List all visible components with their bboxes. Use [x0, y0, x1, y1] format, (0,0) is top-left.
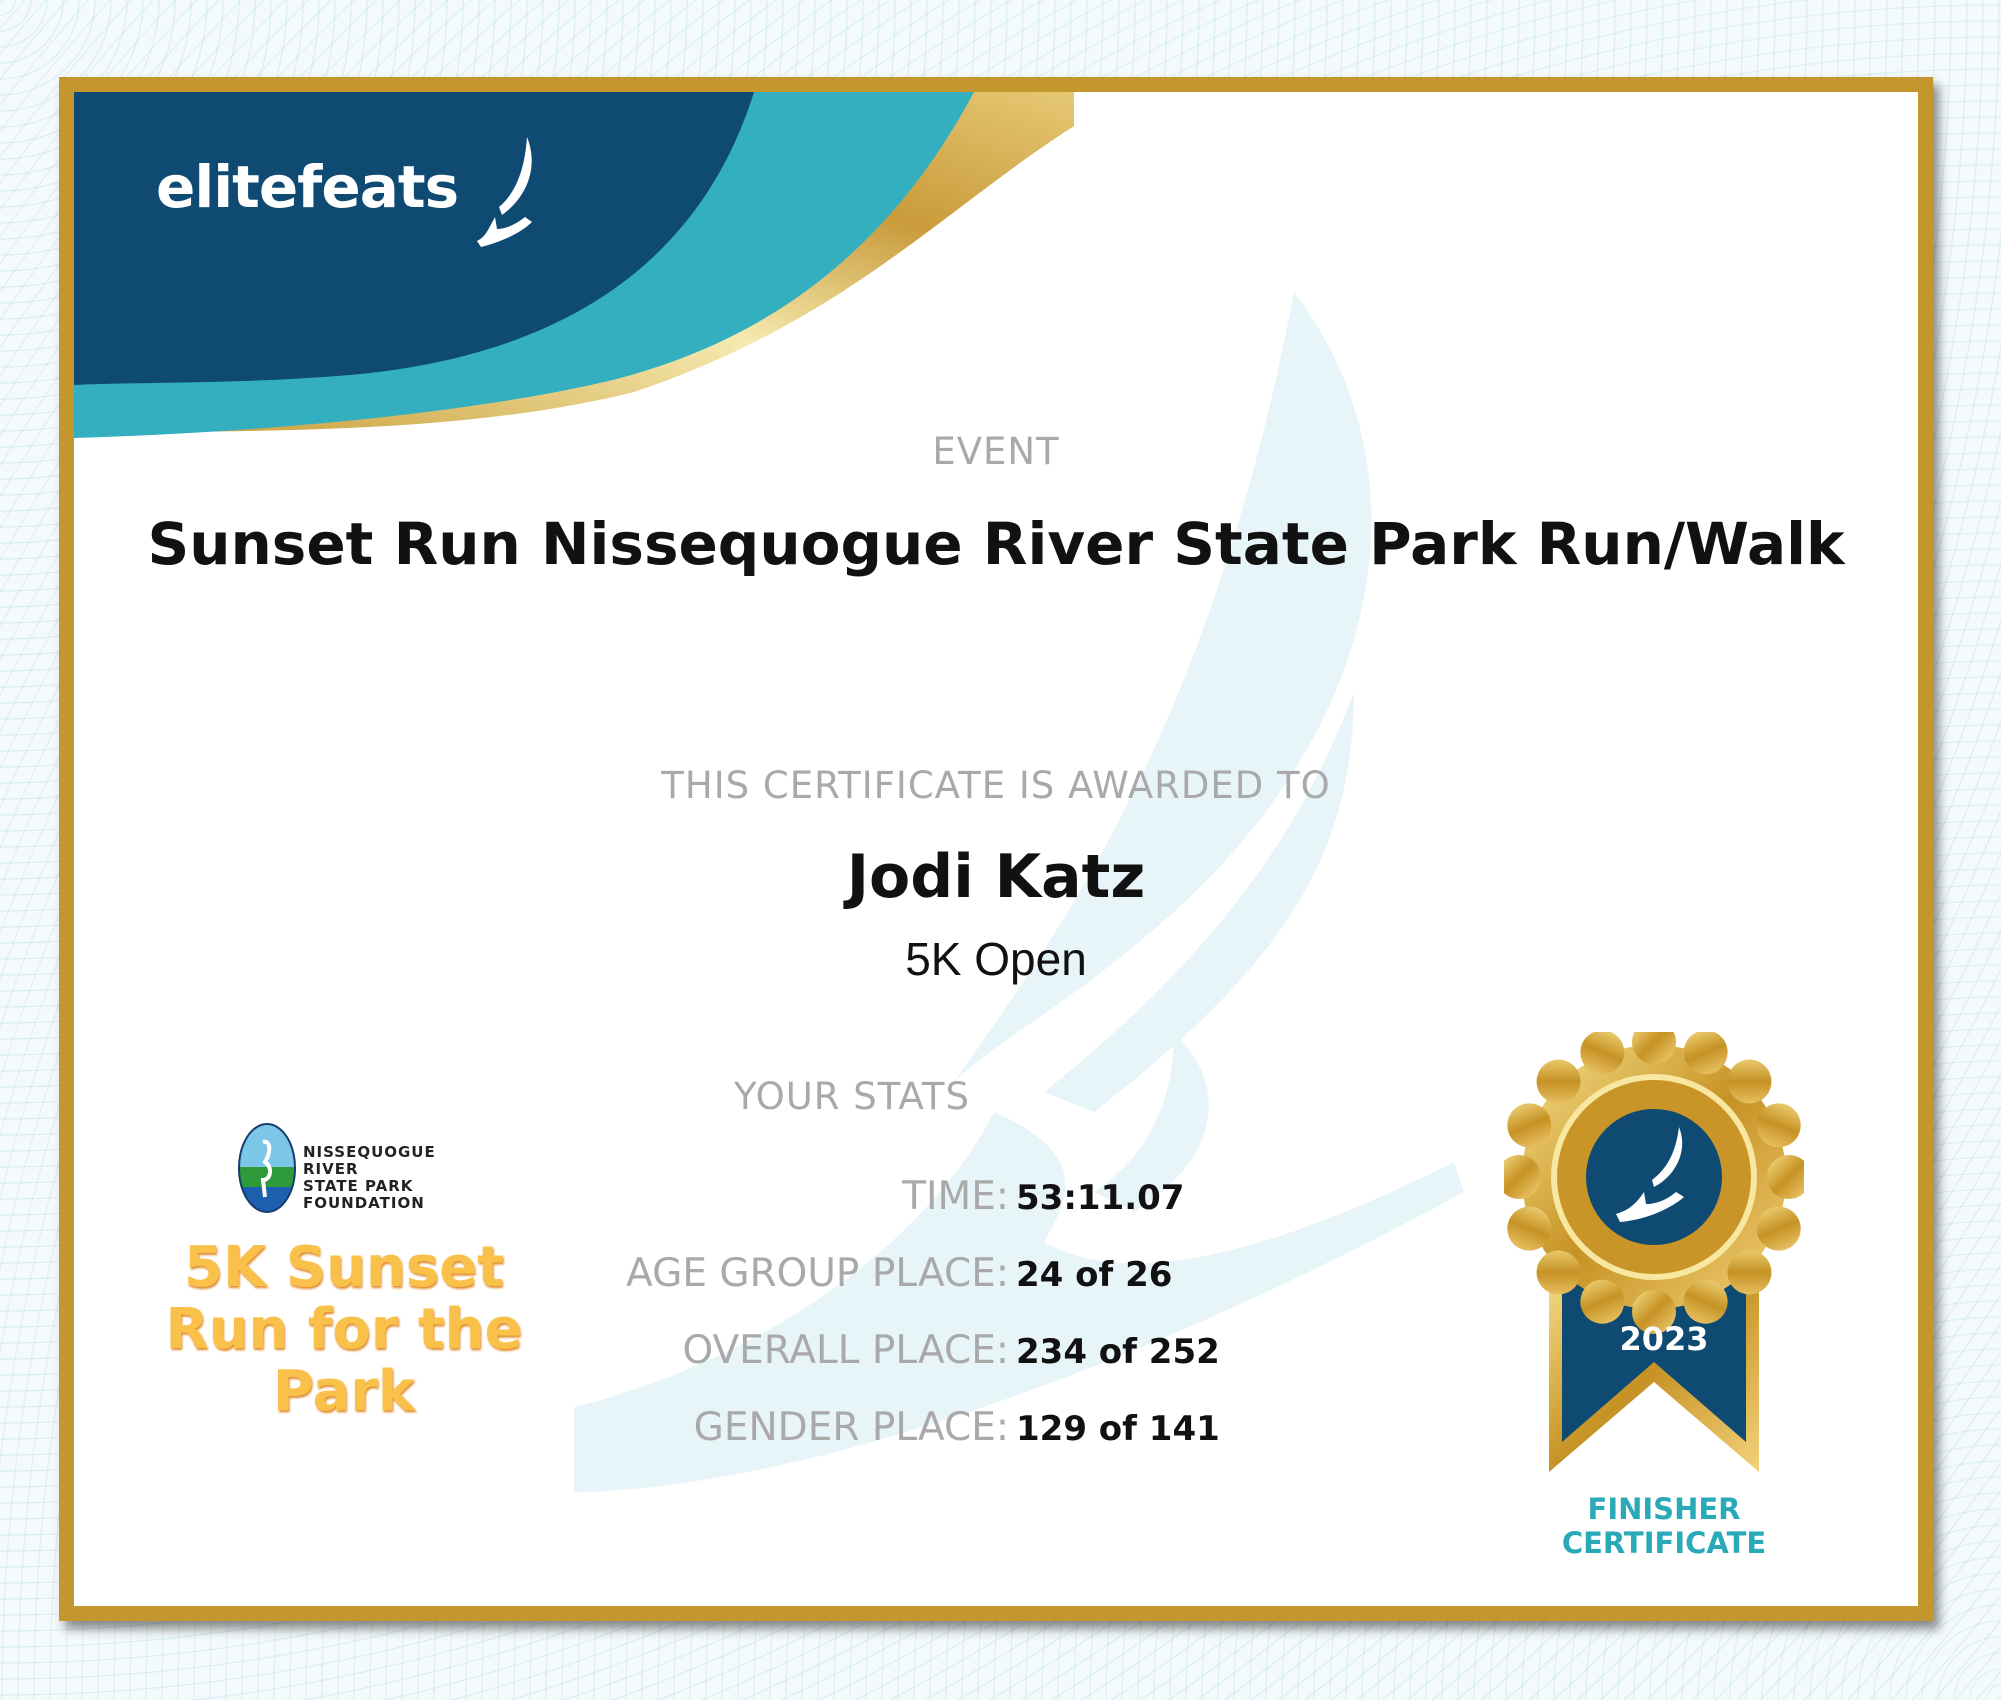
stat-label: GENDER PLACE:	[693, 1405, 1009, 1450]
stat-label: TIME:	[902, 1174, 1009, 1219]
badge-caption-line: FINISHER	[1587, 1492, 1741, 1526]
stat-row-overall: OVERALL PLACE: 234 of 252	[74, 1328, 1918, 1378]
division: 5K Open	[905, 933, 1087, 985]
foundation-line: RIVER	[303, 1160, 359, 1178]
event-label: EVENT	[932, 430, 1060, 473]
stat-value: 24 of 26	[1016, 1255, 1173, 1295]
finisher-medal-badge	[1504, 1032, 1804, 1472]
heron-emblem-icon	[238, 1123, 296, 1213]
badge-caption: FINISHER CERTIFICATE	[1544, 1492, 1784, 1560]
race-logo-text: 5K Sunset Run for the Park	[165, 1235, 523, 1424]
winged-foot-watermark	[574, 292, 1464, 1493]
foundation-logo: NISSEQUOGUE RIVER STATE PARK FOUNDATION	[237, 1122, 597, 1218]
stat-value: 234 of 252	[1016, 1332, 1220, 1372]
stat-value: 129 of 141	[1016, 1409, 1220, 1449]
stat-row-time: TIME: 53:11.07	[74, 1174, 1918, 1224]
stat-label: OVERALL PLACE:	[682, 1328, 1009, 1373]
badge-caption-line: CERTIFICATE	[1561, 1526, 1767, 1560]
foundation-line: FOUNDATION	[303, 1194, 425, 1212]
badge-year: 2023	[1619, 1320, 1709, 1358]
elitefeats-logo: elitefeats	[156, 137, 537, 247]
winged-foot-icon	[477, 137, 533, 247]
stat-value: 53:11.07	[1016, 1178, 1185, 1218]
stat-row-gender: GENDER PLACE: 129 of 141	[74, 1405, 1918, 1455]
stat-row-age-group: AGE GROUP PLACE: 24 of 26	[74, 1251, 1918, 1301]
foundation-line: NISSEQUOGUE	[303, 1143, 436, 1161]
award-label: THIS CERTIFICATE IS AWARDED TO	[661, 764, 1331, 807]
foundation-line: STATE PARK	[303, 1177, 414, 1195]
stat-label: AGE GROUP PLACE:	[626, 1251, 1009, 1296]
logo-text: elitefeats	[156, 153, 459, 221]
stats-label: YOUR STATS	[734, 1075, 970, 1118]
event-title: Sunset Run Nissequogue River State Park …	[147, 510, 1845, 578]
header-swoosh-decoration	[74, 92, 1074, 438]
recipient-name: Jodi Katz	[846, 842, 1146, 912]
certificate: elitefeats EVENT Sunset Run Nissequogue …	[59, 77, 1933, 1621]
